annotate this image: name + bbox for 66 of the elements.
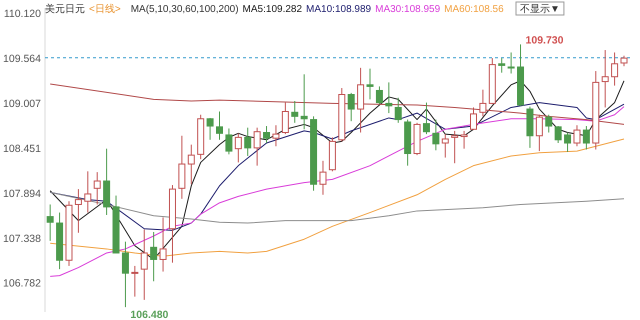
candlestick [442,134,449,158]
candlestick [74,188,82,234]
chart-subtitle: <日线> [89,3,121,15]
candlestick [422,102,430,135]
candlestick [451,130,458,164]
candlestick [150,231,158,282]
y-tick-label: 107.894 [3,188,42,200]
annotation: 不显示▼ [520,4,560,15]
candlestick [470,106,477,131]
candlestick [479,89,486,117]
text: MA60:108.56 [444,4,504,15]
candlestick [348,92,355,122]
candlestick [94,172,101,205]
candlestick [46,204,54,242]
candlestick [272,124,280,147]
candlestick [244,127,252,156]
candlestick [536,114,543,152]
candlestick [122,241,129,308]
candlestick [620,55,628,67]
candlestick [206,117,214,140]
candlestick [394,97,402,124]
candlestick [84,170,92,214]
line-series [50,106,624,277]
candlestick [216,110,223,140]
y-tick-label: 109.007 [3,98,42,110]
candlestick [508,52,515,74]
candlestick [554,126,562,144]
candlestick [254,127,261,166]
text: MA5:109.282 [242,4,302,15]
y-tick-label: 107.338 [3,232,42,245]
candlestick [263,126,270,144]
y-tick-label: 106.782 [3,278,42,290]
candlestick [160,216,167,272]
candlestick [234,132,242,163]
candlestick [366,68,374,100]
line-series [50,80,624,260]
candlestick [225,128,232,155]
candlestick [282,102,289,135]
candlestick [573,124,580,147]
candlestick [385,82,392,114]
annotation: 106.480 [130,309,169,320]
candlestick [545,114,552,134]
candlestick [300,74,308,130]
candlestick [319,160,326,196]
y-tick-label: 109.564 [3,52,42,65]
candlestick [611,52,618,86]
text: MA10:108.989 [306,4,372,15]
candlestick [582,126,590,150]
candlestick [140,229,148,300]
candlestick [564,132,572,152]
legend-title: MA(5,10,30,60,100,200) [130,4,239,15]
candlestick [460,130,468,150]
candlestick [131,265,138,298]
candlestick [291,100,298,124]
line-series [50,102,624,231]
annotation: 109.730 [526,34,564,46]
text: MA30:108.959 [375,4,441,15]
candlestick [432,119,440,151]
candlestick [376,86,383,105]
line-series [50,192,624,224]
candlestick [498,58,506,74]
y-tick-label: 110.120 [4,8,42,20]
y-tick-label: 108.451 [3,142,42,155]
candlestick [188,144,195,185]
candlestick [602,50,609,108]
chart-title: 美元日元 [45,3,85,15]
